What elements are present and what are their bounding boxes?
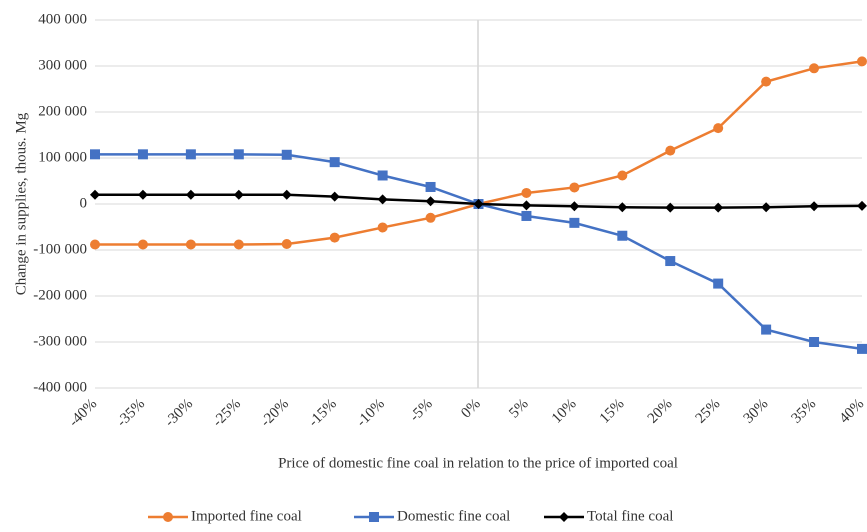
data-point (521, 210, 532, 221)
data-point (857, 343, 867, 354)
data-point (281, 239, 292, 250)
data-point (377, 194, 388, 205)
data-point (425, 181, 436, 192)
y-tick-label: 400 000 (38, 11, 87, 27)
x-tick-label: 15% (597, 396, 628, 427)
x-tick-label: -40% (66, 396, 100, 430)
data-point (185, 189, 196, 200)
legend-marker (369, 512, 379, 522)
data-point (281, 149, 292, 160)
data-point (569, 201, 580, 212)
data-point (137, 189, 148, 200)
data-point (809, 337, 820, 347)
data-point (809, 63, 820, 74)
data-point (425, 212, 436, 223)
data-point (521, 200, 532, 211)
x-tick-label: 30% (741, 396, 772, 427)
y-tick-label: -300 000 (33, 333, 87, 349)
x-tick-label: 0% (458, 396, 483, 421)
data-point (521, 187, 532, 198)
data-point (90, 149, 100, 160)
data-point (281, 189, 292, 200)
data-point (761, 202, 772, 213)
y-tick-label: 200 000 (38, 103, 87, 119)
data-point (665, 202, 676, 213)
data-point (377, 222, 388, 233)
data-point (233, 189, 244, 200)
x-tick-label: 20% (645, 396, 676, 427)
x-tick-label: -25% (210, 396, 244, 430)
data-point (761, 76, 772, 87)
x-axis-title: Price of domestic fine coal in relation … (278, 455, 678, 471)
data-point (185, 239, 196, 250)
data-point (329, 232, 340, 243)
x-tick-label: -30% (162, 396, 196, 430)
legend-label: Imported fine coal (191, 508, 302, 524)
y-tick-label: -100 000 (33, 241, 87, 257)
data-point (233, 149, 244, 160)
data-point (665, 256, 676, 267)
x-tick-label: 5% (506, 396, 531, 421)
legend-marker (163, 512, 173, 522)
data-point (569, 217, 580, 228)
y-tick-label: 300 000 (38, 57, 87, 73)
data-point (329, 191, 340, 202)
data-point (665, 145, 676, 156)
data-point (809, 201, 820, 212)
data-point (617, 170, 628, 181)
x-tick-label: -20% (258, 396, 292, 430)
data-point (857, 56, 867, 67)
data-point (569, 182, 580, 193)
y-tick-label: 100 000 (38, 149, 87, 165)
x-tick-label: -35% (114, 396, 148, 430)
y-tick-label: -200 000 (33, 287, 87, 303)
data-point (617, 230, 628, 241)
data-point (761, 324, 772, 335)
y-tick-label: 0 (80, 195, 88, 211)
legend-marker (559, 512, 569, 522)
data-point (185, 149, 196, 160)
x-tick-label: -15% (306, 396, 340, 430)
x-tick-label: 35% (789, 396, 820, 427)
x-tick-label: 25% (693, 396, 724, 427)
data-point (617, 202, 628, 213)
data-point (713, 278, 724, 289)
x-tick-label: -5% (407, 396, 436, 425)
y-axis-title: Change in supplies, thous. Mg (13, 112, 29, 295)
data-point (377, 170, 388, 181)
data-point (329, 157, 340, 168)
data-point (713, 202, 724, 213)
data-point (857, 200, 867, 211)
data-point (233, 239, 244, 250)
data-point (90, 239, 100, 250)
legend-label: Domestic fine coal (397, 508, 510, 524)
data-point (473, 199, 484, 209)
legend-label: Total fine coal (587, 508, 673, 524)
data-point (713, 123, 724, 134)
x-tick-label: 40% (836, 396, 867, 427)
data-point (90, 189, 100, 200)
data-point (137, 149, 148, 160)
y-tick-label: -400 000 (33, 379, 87, 395)
data-point (425, 196, 436, 207)
x-tick-label: 10% (549, 396, 580, 427)
data-point (137, 239, 148, 250)
x-tick-label: -10% (354, 396, 388, 430)
